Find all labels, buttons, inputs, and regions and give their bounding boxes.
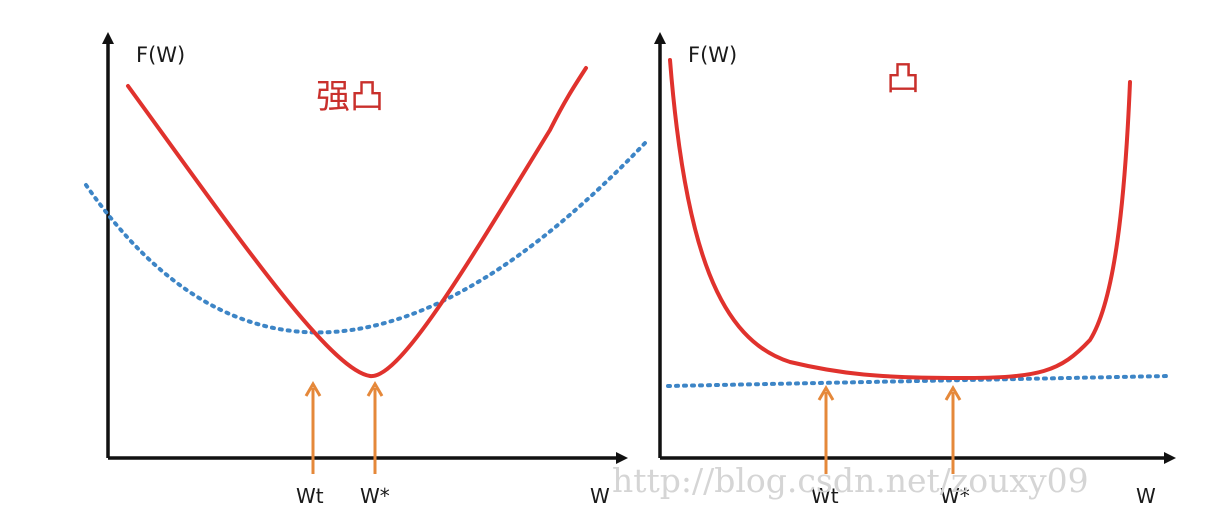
left-quadratic-lower-bound	[84, 140, 648, 335]
panel-strong-convex: F(W) 强凸 Wt W* W	[84, 32, 648, 508]
right-panel-title: 凸	[886, 59, 920, 99]
right-wstar-label: W*	[940, 484, 970, 508]
left-wt-label: Wt	[296, 484, 324, 508]
right-wt-label: Wt	[811, 484, 839, 508]
left-panel-title: 强凸	[316, 77, 384, 117]
watermark-text: http://blog.csdn.net/zouxy09	[612, 461, 1089, 500]
left-strong-convex-curve	[126, 66, 588, 379]
right-convex-curve	[668, 58, 1132, 381]
panel-convex: F(W) 凸 Wt W* W	[654, 32, 1176, 508]
right-y-axis-label: F(W)	[688, 43, 737, 67]
right-linear-lower-bound	[666, 374, 1170, 388]
left-wstar-label: W*	[360, 484, 390, 508]
left-x-axis-label: W	[590, 484, 610, 508]
left-y-axis-label: F(W)	[136, 43, 185, 67]
right-x-axis-label: W	[1136, 484, 1156, 508]
